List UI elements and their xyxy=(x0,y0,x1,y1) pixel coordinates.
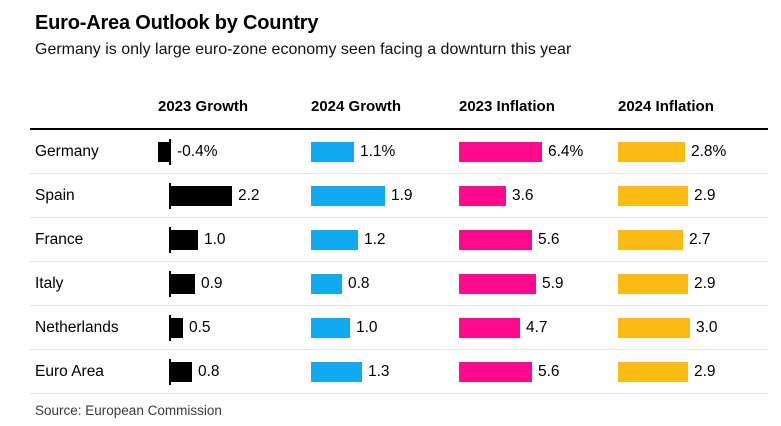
bar-cell-2023-growth: 0.5 xyxy=(157,306,311,350)
bar-value-label: 3.0 xyxy=(696,319,718,336)
bar-cell-2024-inflation: 3.0 xyxy=(618,306,768,350)
2023-growth-bar xyxy=(158,142,169,162)
bar-cell-2023-inflation: 3.6 xyxy=(459,174,618,218)
bar-value-label: 0.5 xyxy=(189,319,211,336)
zero-baseline-tick xyxy=(169,139,171,165)
2023-growth-bar xyxy=(169,186,232,206)
column-header-2023-inflation: 2023 Inflation xyxy=(459,98,555,115)
2023-growth-bar xyxy=(169,362,192,382)
bar-cell-2024-growth: 0.8 xyxy=(311,262,459,306)
bar-value-label: 2.9 xyxy=(694,187,716,204)
bar-value-label: 5.6 xyxy=(538,363,560,380)
bar-cell-2023-growth: 0.8 xyxy=(157,350,311,394)
bar-cell-2024-growth: 1.9 xyxy=(311,174,459,218)
bar-value-label: 1.3 xyxy=(368,363,390,380)
2023-inflation-bar xyxy=(459,274,536,294)
bar-value-label: 2.2 xyxy=(238,187,260,204)
row-label: Netherlands xyxy=(35,319,119,336)
bar-value-label: 0.9 xyxy=(201,275,223,292)
table-row-france: France 1.0 1.2 5.6 2.7 xyxy=(30,218,768,262)
row-label: Germany xyxy=(35,143,99,160)
bar-cell-2024-growth: 1.0 xyxy=(311,306,459,350)
bar-cell-2023-inflation: 5.6 xyxy=(459,350,618,394)
2024-inflation-bar xyxy=(618,142,685,162)
header-spacer xyxy=(30,115,157,128)
table-row-germany: Germany -0.4% 1.1% 6.4% 2.8% xyxy=(30,130,768,174)
title-block: Euro-Area Outlook by Country Germany is … xyxy=(0,0,781,61)
bar-cell-2024-inflation: 2.9 xyxy=(618,350,768,394)
bar-value-label: 1.2 xyxy=(364,231,386,248)
bar-cell-2024-inflation: 2.9 xyxy=(618,174,768,218)
bar-value-label: -0.4% xyxy=(177,143,218,160)
2024-growth-bar xyxy=(311,318,350,338)
bar-value-label: 2.9 xyxy=(694,363,716,380)
bar-cell-2023-growth: 0.9 xyxy=(157,262,311,306)
bar-value-label: 1.0 xyxy=(204,231,226,248)
table-header-row: 2023 Growth 2024 Growth 2023 Inflation 2… xyxy=(30,92,768,130)
bar-value-label: 5.9 xyxy=(542,275,564,292)
row-label: Italy xyxy=(35,275,64,292)
bar-value-label: 1.1% xyxy=(360,143,396,160)
2023-growth-bar xyxy=(169,318,183,338)
bar-cell-2023-growth: 1.0 xyxy=(157,218,311,262)
row-label: Euro Area xyxy=(35,363,104,380)
bar-value-label: 4.7 xyxy=(526,319,548,336)
2024-growth-bar xyxy=(311,186,385,206)
bar-value-label: 2.8% xyxy=(691,143,727,160)
bar-cell-2024-inflation: 2.7 xyxy=(618,218,768,262)
2024-inflation-bar xyxy=(618,230,683,250)
2024-growth-bar xyxy=(311,274,342,294)
2024-inflation-bar xyxy=(618,362,688,382)
bar-cell-2024-growth: 1.2 xyxy=(311,218,459,262)
2023-growth-bar xyxy=(169,274,195,294)
bar-cell-2023-inflation: 5.9 xyxy=(459,262,618,306)
bar-value-label: 2.7 xyxy=(689,231,711,248)
table-row-euro-area: Euro Area 0.8 1.3 5.6 2.9 xyxy=(30,350,768,394)
bar-value-label: 1.0 xyxy=(356,319,378,336)
2023-inflation-bar xyxy=(459,362,532,382)
row-label: France xyxy=(35,231,84,248)
2023-inflation-bar xyxy=(459,186,506,206)
column-header-2024-growth: 2024 Growth xyxy=(311,98,402,115)
2023-inflation-bar xyxy=(459,318,520,338)
bar-cell-2024-inflation: 2.9 xyxy=(618,262,768,306)
bar-value-label: 0.8 xyxy=(198,363,220,380)
2023-growth-bar xyxy=(169,230,198,250)
2024-growth-bar xyxy=(311,362,362,382)
bar-value-label: 5.6 xyxy=(538,231,560,248)
bar-table: 2023 Growth 2024 Growth 2023 Inflation 2… xyxy=(30,92,768,394)
2024-growth-bar xyxy=(311,230,358,250)
bar-value-label: 6.4% xyxy=(548,143,584,160)
bar-cell-2024-growth: 1.1% xyxy=(311,130,459,174)
chart-subtitle: Germany is only large euro-zone economy … xyxy=(35,41,572,58)
bar-cell-2024-growth: 1.3 xyxy=(311,350,459,394)
2024-inflation-bar xyxy=(618,274,688,294)
bar-cell-2023-inflation: 5.6 xyxy=(459,218,618,262)
bar-value-label: 1.9 xyxy=(391,187,413,204)
bar-cell-2023-growth: -0.4% xyxy=(157,130,311,174)
table-row-italy: Italy 0.9 0.8 5.9 2.9 xyxy=(30,262,768,306)
bar-value-label: 2.9 xyxy=(694,275,716,292)
bar-cell-2023-growth: 2.2 xyxy=(157,174,311,218)
column-header-2023-growth: 2023 Growth xyxy=(158,98,249,115)
column-header-2024-inflation: 2024 Inflation xyxy=(618,98,714,115)
row-label: Spain xyxy=(35,187,75,204)
2024-inflation-bar xyxy=(618,186,688,206)
bar-value-label: 3.6 xyxy=(512,187,534,204)
2023-inflation-bar xyxy=(459,230,532,250)
bar-cell-2023-inflation: 4.7 xyxy=(459,306,618,350)
bar-cell-2023-inflation: 6.4% xyxy=(459,130,618,174)
source-note: Source: European Commission xyxy=(35,403,222,418)
table-row-netherlands: Netherlands 0.5 1.0 4.7 3.0 xyxy=(30,306,768,350)
2023-inflation-bar xyxy=(459,142,542,162)
table-row-spain: Spain 2.2 1.9 3.6 2.9 xyxy=(30,174,768,218)
bar-cell-2024-inflation: 2.8% xyxy=(618,130,768,174)
2024-inflation-bar xyxy=(618,318,690,338)
chart-title: Euro-Area Outlook by Country xyxy=(35,12,319,34)
bar-value-label: 0.8 xyxy=(348,275,370,292)
2024-growth-bar xyxy=(311,142,354,162)
